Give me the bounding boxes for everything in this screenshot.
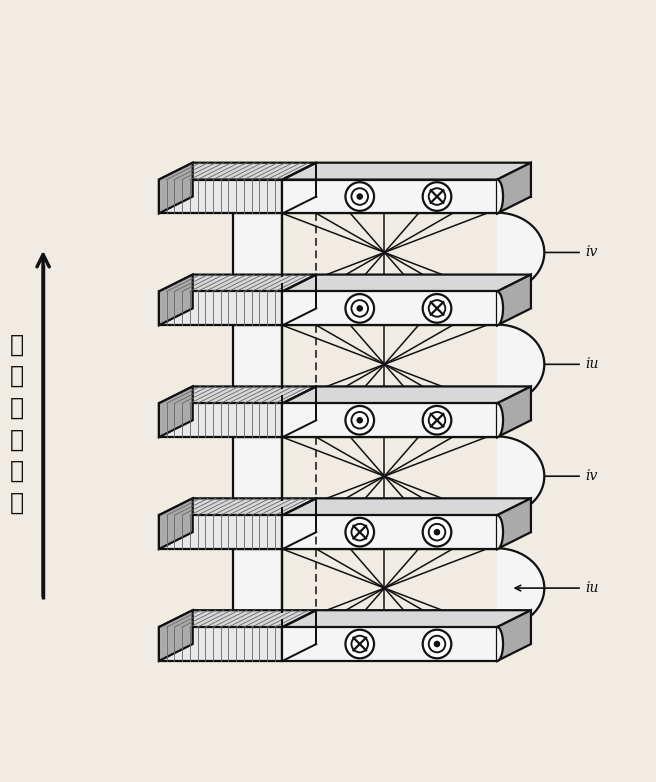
Circle shape [346, 406, 374, 435]
Circle shape [346, 294, 374, 323]
Polygon shape [159, 498, 316, 515]
Circle shape [434, 529, 440, 535]
Polygon shape [497, 213, 544, 292]
Polygon shape [497, 627, 503, 661]
Polygon shape [159, 163, 193, 213]
Polygon shape [233, 437, 283, 515]
Circle shape [357, 306, 362, 311]
Polygon shape [497, 515, 503, 549]
Circle shape [422, 182, 451, 211]
Polygon shape [159, 292, 283, 325]
Polygon shape [159, 386, 316, 404]
Polygon shape [233, 549, 283, 627]
Polygon shape [283, 292, 497, 325]
Circle shape [422, 294, 451, 323]
Polygon shape [497, 292, 503, 325]
Polygon shape [283, 627, 497, 661]
Circle shape [346, 518, 374, 547]
Circle shape [422, 518, 451, 547]
Text: iv: iv [585, 246, 598, 260]
Polygon shape [159, 386, 193, 437]
Polygon shape [159, 274, 193, 325]
Polygon shape [283, 404, 497, 437]
Text: iu: iu [585, 581, 599, 595]
Polygon shape [283, 274, 531, 292]
Polygon shape [283, 386, 531, 404]
Polygon shape [497, 163, 531, 213]
Polygon shape [497, 386, 531, 437]
Polygon shape [497, 548, 544, 628]
Polygon shape [497, 325, 544, 404]
Polygon shape [159, 610, 193, 661]
Polygon shape [497, 498, 531, 549]
Circle shape [357, 418, 362, 423]
Circle shape [346, 630, 374, 658]
Circle shape [346, 182, 374, 211]
Polygon shape [497, 436, 544, 516]
Polygon shape [233, 325, 283, 404]
Polygon shape [159, 627, 283, 661]
Text: 行
波
磁
场
方
向: 行 波 磁 场 方 向 [10, 332, 24, 515]
Circle shape [422, 630, 451, 658]
Polygon shape [159, 610, 316, 627]
Text: iv: iv [585, 469, 598, 483]
Polygon shape [283, 515, 497, 549]
Polygon shape [283, 180, 497, 213]
Polygon shape [283, 163, 531, 180]
Polygon shape [283, 498, 531, 515]
Polygon shape [497, 610, 531, 661]
Text: iu: iu [585, 357, 599, 371]
Polygon shape [497, 404, 503, 437]
Circle shape [434, 641, 440, 647]
Polygon shape [159, 498, 193, 549]
Circle shape [422, 406, 451, 435]
Polygon shape [497, 274, 531, 325]
Circle shape [357, 194, 362, 199]
Polygon shape [159, 274, 316, 292]
Polygon shape [283, 610, 531, 627]
Polygon shape [159, 515, 283, 549]
Polygon shape [497, 180, 503, 213]
Polygon shape [159, 404, 283, 437]
Polygon shape [159, 163, 316, 180]
Polygon shape [159, 180, 283, 213]
Polygon shape [233, 213, 283, 292]
